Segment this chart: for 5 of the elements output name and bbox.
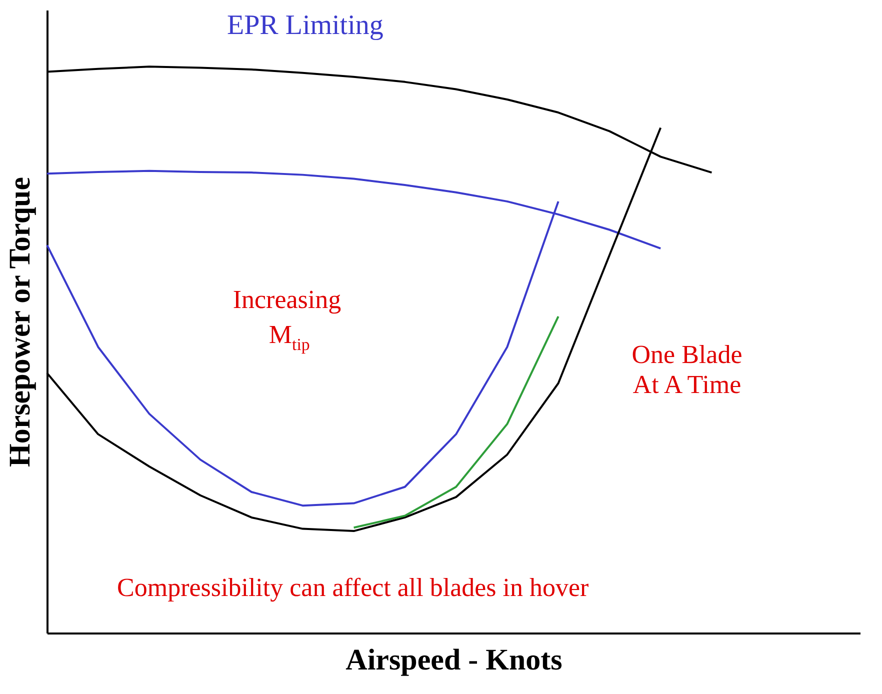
annotation: One Blade At A Time — [632, 340, 742, 399]
y-axis-title: Horsepower or Torque — [4, 176, 36, 468]
x-axis-title: Airspeed - Knots — [346, 644, 562, 676]
annotation: Compressibility can affect all blades in hover — [117, 573, 590, 602]
text: EPR Limiting — [227, 10, 384, 41]
